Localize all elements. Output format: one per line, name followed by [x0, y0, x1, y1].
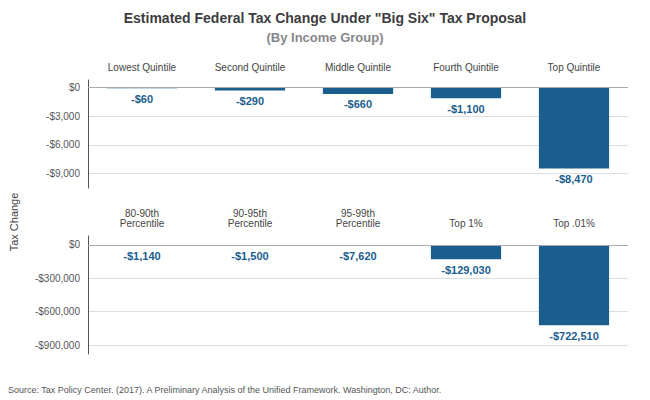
- svg-text:Fourth Quintile: Fourth Quintile: [433, 62, 499, 73]
- svg-text:-$300,000: -$300,000: [35, 273, 80, 284]
- svg-text:80-90th: 80-90th: [125, 207, 159, 219]
- svg-text:-$9,000: -$9,000: [46, 168, 80, 179]
- svg-text:$0: $0: [69, 82, 81, 93]
- svg-text:-$3,000: -$3,000: [46, 111, 80, 122]
- svg-text:$0: $0: [69, 239, 81, 250]
- svg-text:-$290: -$290: [236, 95, 264, 107]
- svg-text:-$1,100: -$1,100: [447, 103, 484, 115]
- svg-text:-$6,000: -$6,000: [46, 139, 80, 150]
- svg-text:95-99th: 95-99th: [341, 207, 375, 219]
- svg-text:-$600,000: -$600,000: [35, 306, 80, 317]
- svg-text:-$722,510: -$722,510: [549, 330, 599, 342]
- svg-text:Percentile: Percentile: [120, 218, 165, 229]
- svg-text:-$8,470: -$8,470: [555, 173, 592, 185]
- svg-text:90-95th: 90-95th: [233, 207, 267, 219]
- svg-text:Top 1%: Top 1%: [449, 218, 482, 229]
- svg-text:Top Quintile: Top Quintile: [548, 62, 601, 73]
- svg-text:-$129,030: -$129,030: [441, 264, 491, 276]
- svg-text:Percentile: Percentile: [336, 218, 381, 229]
- svg-text:-$1,500: -$1,500: [231, 250, 268, 262]
- svg-text:Estimated Federal Tax Change U: Estimated Federal Tax Change Under "Big …: [124, 10, 527, 26]
- svg-text:-$7,620: -$7,620: [339, 250, 376, 262]
- svg-text:-$60: -$60: [131, 93, 153, 105]
- svg-text:Percentile: Percentile: [228, 218, 273, 229]
- svg-text:-$660: -$660: [344, 98, 372, 110]
- svg-text:Lowest Quintile: Lowest Quintile: [108, 62, 177, 73]
- svg-text:Source: Tax Policy Center. (20: Source: Tax Policy Center. (2017). A Pre…: [8, 385, 441, 395]
- svg-text:-$900,000: -$900,000: [35, 340, 80, 351]
- svg-text:Top .01%: Top .01%: [553, 218, 595, 229]
- svg-text:-$1,140: -$1,140: [123, 250, 160, 262]
- svg-text:Tax Change: Tax Change: [8, 193, 20, 252]
- svg-text:Middle Quintile: Middle Quintile: [325, 62, 392, 73]
- svg-text:(By Income Group): (By Income Group): [266, 30, 383, 45]
- svg-text:Second Quintile: Second Quintile: [215, 62, 286, 73]
